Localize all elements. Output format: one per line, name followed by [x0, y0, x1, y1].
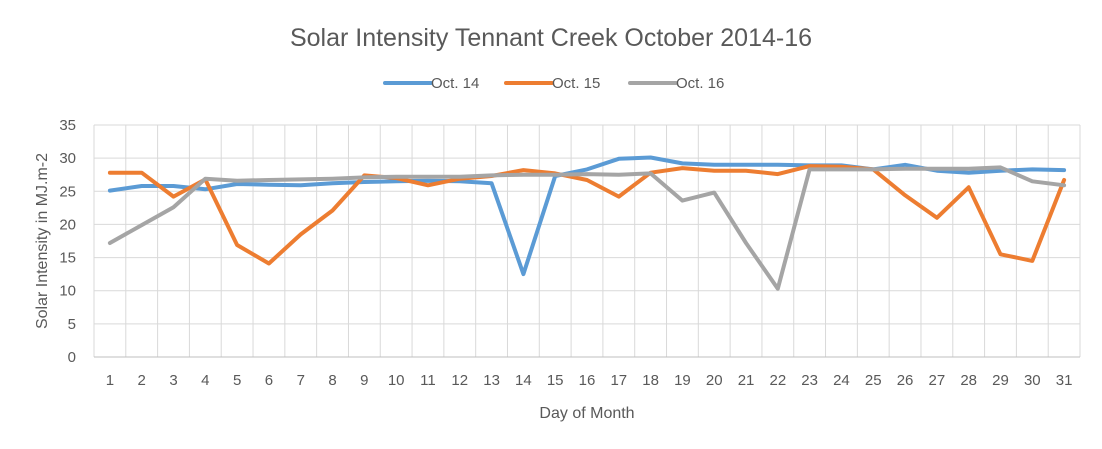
series-lines [107, 155, 1067, 291]
x-tick-label: 8 [328, 372, 336, 389]
legend-label: Oct. 15 [552, 75, 600, 92]
x-tick-label: 27 [929, 372, 946, 389]
x-tick-label: 25 [865, 372, 882, 389]
x-tick-label: 13 [483, 372, 500, 389]
x-tick-label: 9 [360, 372, 368, 389]
series-line-oct-16 [107, 165, 1067, 291]
x-tick-label: 23 [801, 372, 818, 389]
legend-label: Oct. 14 [431, 75, 479, 92]
x-axis-label: Day of Month [539, 405, 634, 422]
x-tick-label: 30 [1024, 372, 1041, 389]
y-tick-label: 10 [59, 283, 76, 300]
legend-label: Oct. 16 [676, 75, 724, 92]
y-tick-label: 30 [59, 150, 76, 167]
x-tick-label: 26 [897, 372, 914, 389]
x-tick-label: 7 [297, 372, 305, 389]
x-tick-label: 29 [992, 372, 1009, 389]
chart-title: Solar Intensity Tennant Creek October 20… [290, 24, 812, 52]
y-tick-label: 15 [59, 250, 76, 267]
x-tick-label: 11 [420, 372, 436, 389]
x-tick-label: 31 [1056, 372, 1073, 389]
x-tick-label: 16 [579, 372, 596, 389]
x-tick-label: 14 [515, 372, 532, 389]
x-tick-label: 18 [642, 372, 659, 389]
x-tick-label: 28 [960, 372, 977, 389]
grid [93, 124, 1081, 357]
x-tick-label: 15 [547, 372, 564, 389]
x-tick-label: 20 [706, 372, 723, 389]
x-tick-label: 3 [169, 372, 177, 389]
x-tick-label: 1 [106, 372, 114, 389]
x-tick-label: 19 [674, 372, 691, 389]
x-axis-ticks: 1 2 3 4 5 6 7 8 9 10 11 12 13 14 15 16 17 18 19 20 21 22 23 24 2… [106, 372, 1073, 389]
y-tick-label: 20 [59, 216, 76, 233]
x-tick-label: 17 [610, 372, 627, 389]
x-tick-label: 24 [833, 372, 850, 389]
y-tick-label: 25 [59, 183, 76, 200]
x-tick-label: 6 [265, 372, 273, 389]
x-tick-label: 12 [451, 372, 468, 389]
x-tick-label: 2 [138, 372, 146, 389]
x-tick-label: 10 [388, 372, 405, 389]
x-tick-label: 5 [233, 372, 241, 389]
y-tick-label: 5 [68, 316, 76, 333]
x-tick-label: 22 [769, 372, 786, 389]
series-line-oct-15 [107, 164, 1067, 266]
x-tick-label: 21 [738, 372, 755, 389]
legend: Oct. 14 Oct. 15 Oct. 16 [383, 75, 724, 92]
y-axis-ticks: 0 5 10 15 20 25 30 35 [59, 117, 76, 366]
x-tick-label: 4 [201, 372, 209, 389]
y-axis-label: Solar Intensity in MJ.m-2 [34, 153, 51, 329]
y-tick-label: 35 [59, 117, 76, 134]
series-line-oct-14 [107, 155, 1067, 277]
y-tick-label: 0 [68, 349, 76, 366]
